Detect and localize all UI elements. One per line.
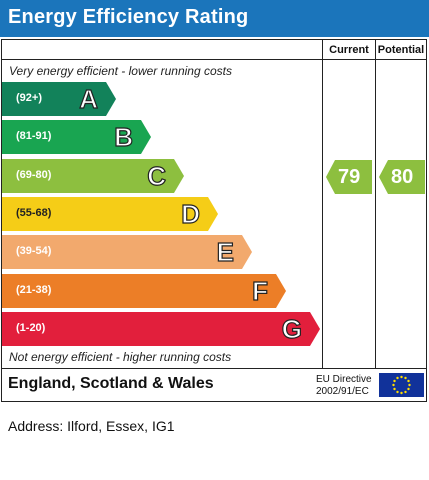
band-f: (21-38) F: [2, 274, 286, 308]
current-rating-tip: [326, 160, 335, 194]
potential-rating-arrow: 80: [379, 160, 425, 194]
band-range-label: (21-38): [16, 284, 52, 296]
potential-rating-body: [388, 160, 425, 194]
band-range-label: (69-80): [16, 169, 52, 181]
band-e: (39-54) E: [2, 235, 252, 269]
band-arrow-tip: [141, 120, 151, 154]
band-letter: B: [114, 121, 134, 152]
band-letter: F: [252, 275, 269, 306]
eu-flag-icon: [379, 373, 424, 397]
band-arrow-tip: [310, 312, 320, 346]
eu-directive-line2: 2002/91/EC: [316, 386, 369, 397]
column-divider-potential: [375, 39, 376, 369]
eu-directive-text: EU Directive 2002/91/EC: [316, 374, 372, 398]
header-divider: [1, 59, 427, 60]
band-a: (92+) A: [2, 82, 116, 116]
band-letter: E: [216, 236, 235, 267]
band-letter: G: [281, 313, 302, 344]
current-rating-arrow: 79: [326, 160, 372, 194]
current-rating-body: [335, 160, 372, 194]
band-range-label: (81-91): [16, 130, 52, 142]
current-column-header: Current: [329, 44, 369, 56]
band-range-label: (39-54): [16, 245, 52, 257]
band-arrow-tip: [276, 274, 286, 308]
band-d: (55-68) D: [2, 197, 218, 231]
property-address: Address: Ilford, Essex, IG1: [8, 418, 175, 434]
band-letter: C: [147, 160, 167, 191]
chart-title: Energy Efficiency Rating: [8, 6, 249, 28]
eu-directive-line1: EU Directive: [316, 374, 372, 385]
bottom-note: Not energy efficient - higher running co…: [9, 350, 232, 364]
header-bar: Energy Efficiency Rating: [0, 0, 429, 37]
top-note: Very energy efficient - lower running co…: [9, 64, 232, 78]
potential-column-header: Potential: [377, 44, 425, 56]
band-letter: A: [79, 83, 99, 114]
band-arrow-tip: [242, 235, 252, 269]
region-label: England, Scotland & Wales: [8, 375, 214, 392]
band-arrow-tip: [208, 197, 218, 231]
band-range-label: (55-68): [16, 207, 52, 219]
rating-panel: [1, 39, 427, 402]
band-letter: D: [181, 198, 201, 229]
potential-rating-value: 80: [391, 166, 414, 188]
potential-rating-tip: [379, 160, 388, 194]
footer-divider: [1, 368, 427, 369]
band-arrow-tip: [106, 82, 116, 116]
band-arrow-tip: [174, 159, 184, 193]
band-c: (69-80) C: [2, 159, 184, 193]
band-b: (81-91) B: [2, 120, 151, 154]
band-range-label: (1-20): [16, 322, 46, 334]
current-rating-value: 79: [338, 166, 361, 188]
band-range-label: (92+): [16, 92, 42, 104]
column-divider-current: [322, 39, 323, 369]
band-g: (1-20) G: [2, 312, 320, 346]
